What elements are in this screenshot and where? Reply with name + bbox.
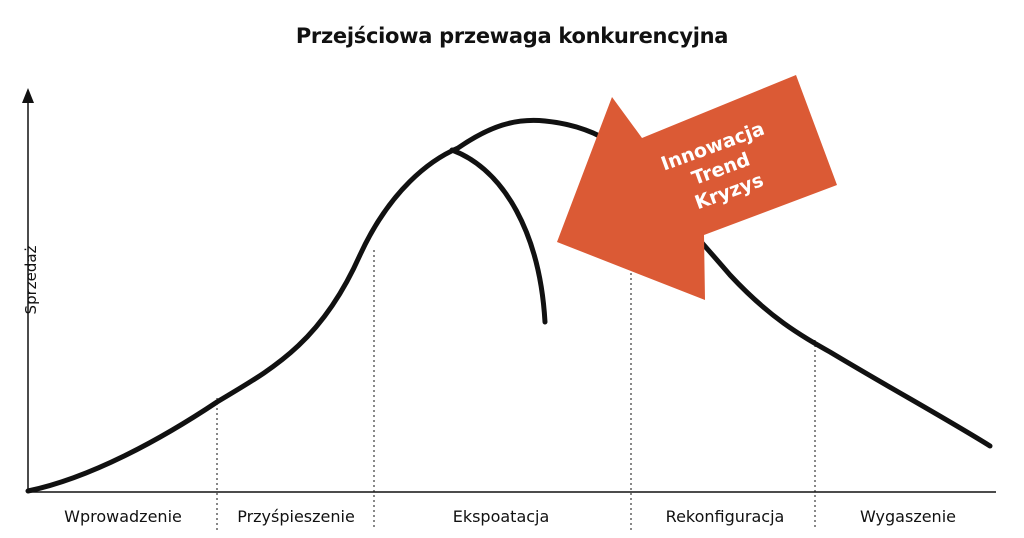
sales-curve xyxy=(25,117,993,494)
y-axis-arrowhead xyxy=(22,88,34,103)
stage-label-rekonfiguracja: Rekonfiguracja xyxy=(665,507,785,526)
branch-curve xyxy=(449,147,548,325)
stage-label-wygaszenie: Wygaszenie xyxy=(860,507,956,526)
disruption-arrow: Innowacja Trend Kryzys xyxy=(557,75,837,300)
diagram-title: Przejściowa przewaga konkurencyjna xyxy=(295,24,729,48)
stage-label-ekspoatacja: Ekspoatacja xyxy=(452,507,550,526)
stage-label-przyspieszenie: Przyśpieszenie xyxy=(237,507,355,526)
y-axis-label: Sprzedaż xyxy=(22,245,40,315)
stage-label-wprowadzenie: Wprowadzenie xyxy=(64,507,182,526)
